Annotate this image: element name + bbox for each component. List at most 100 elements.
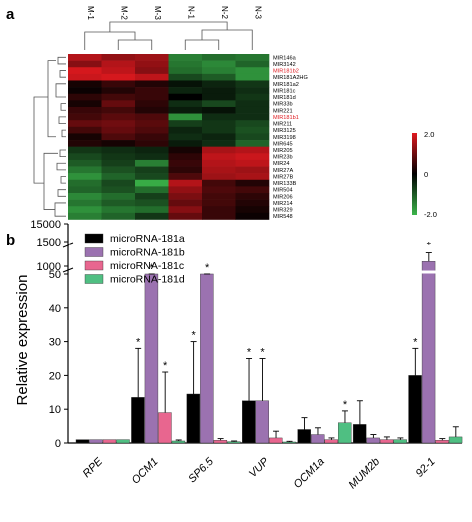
heatmap-cell [68, 54, 102, 61]
axis-break-band [69, 244, 463, 248]
heatmap-cell [135, 87, 169, 95]
significance-marker: * [191, 330, 196, 342]
heatmap-cell [235, 106, 270, 114]
heatmap-cell [235, 100, 270, 108]
x-category-label: SP6.5 [186, 455, 216, 485]
bar [421, 261, 436, 444]
heatmap-cell [135, 93, 169, 101]
bar [324, 439, 338, 444]
y-axis-title: Relative expression [14, 275, 31, 406]
heatmap-cell [135, 173, 169, 181]
heatmap-row-label: MIR181d [273, 95, 296, 101]
heatmap-cell [202, 179, 236, 187]
colorbar-max-label: 2.0 [424, 130, 434, 139]
heatmap-cell [202, 133, 236, 141]
heatmap-cell [235, 186, 270, 194]
heatmap-cell [235, 60, 270, 68]
axis-break-mark [62, 267, 74, 273]
heatmap-cell [235, 93, 270, 101]
x-category-label: 92-1 [414, 456, 438, 480]
legend-label: microRNA-181b [110, 247, 185, 259]
heatmap-cell [101, 67, 136, 75]
heatmap-cell [235, 159, 270, 167]
heatmap-cell [168, 166, 203, 174]
heatmap-cell [168, 67, 203, 75]
heatmap-row-label: MIR3142 [273, 62, 296, 68]
heatmap-cell [168, 120, 203, 128]
heatmap-row-label: MIR181b2 [273, 69, 299, 75]
heatmap-cell [135, 140, 169, 147]
heatmap-cell [68, 60, 102, 68]
heatmap-cell [135, 159, 169, 167]
heatmap-cell [68, 67, 102, 75]
heatmap-cell [135, 199, 169, 207]
heatmap-cell [168, 100, 203, 108]
heatmap-cell [68, 73, 102, 81]
bar [379, 439, 394, 444]
heatmap-cell [168, 113, 203, 121]
x-category-label: OCM1 [130, 456, 161, 487]
heatmap-cell [168, 87, 203, 95]
heatmap-cell [101, 159, 136, 167]
heatmap-cell [68, 100, 102, 108]
bar [213, 440, 228, 444]
heatmap-cell [101, 60, 136, 68]
heatmap-cell [235, 153, 270, 161]
heatmap-column-label: N-2 [220, 6, 229, 19]
bar [131, 397, 145, 444]
heatmap-cell [235, 133, 270, 141]
heatmap-cell [101, 153, 136, 161]
heatmap-cell [202, 106, 236, 114]
heatmap-row-label: MIR24 [273, 161, 289, 167]
bar [75, 439, 90, 444]
heatmap-cell [168, 133, 203, 141]
legend-swatch [84, 274, 104, 284]
heatmap-cell [101, 173, 136, 181]
heatmap-cell [135, 206, 169, 214]
heatmap-cell [101, 206, 136, 214]
row-dendrogram-link [60, 103, 66, 111]
heatmap-row-label: MIR181c [273, 88, 296, 94]
heatmap-cell [68, 186, 102, 194]
heatmap-cell [168, 179, 203, 187]
heatmap-cell [135, 133, 169, 141]
significance-marker: * [205, 262, 210, 274]
row-dendrogram-link [57, 56, 66, 65]
heatmap-cell [235, 166, 270, 174]
heatmap-cell [101, 179, 136, 187]
bar [269, 437, 283, 444]
heatmap-cell [101, 146, 136, 154]
heatmap-cell [235, 212, 270, 220]
heatmap-column-label: M-1 [86, 6, 95, 20]
heatmap-cell [168, 54, 203, 61]
heatmap-cell [202, 100, 236, 108]
bar [255, 400, 269, 444]
heatmap-row-label: MIR548 [273, 214, 293, 220]
bar [338, 422, 352, 444]
y-tick-label: 1500 [37, 237, 61, 249]
x-category-label: VUP [247, 455, 272, 480]
heatmap-cell [202, 120, 236, 128]
legend-swatch [84, 260, 104, 271]
heatmap-cell [101, 100, 136, 108]
heatmap-cell [202, 173, 236, 181]
heatmap-cell [235, 113, 270, 121]
heatmap-cell [101, 113, 136, 121]
heatmap-row-label: MIR206 [273, 194, 293, 200]
bar [102, 439, 117, 444]
heatmap-cell [168, 126, 203, 134]
heatmap-cell [168, 140, 203, 147]
heatmap-cell [135, 146, 169, 154]
y-tick-label: 20 [49, 370, 61, 382]
row-dendrogram-link [59, 149, 66, 158]
bar [408, 375, 422, 444]
heatmap-row-label: MIR3125 [273, 128, 296, 134]
heatmap-row-label: MIR181b1 [273, 115, 299, 121]
heatmap-cell [168, 193, 203, 200]
bar [366, 437, 380, 444]
heatmap-cell [101, 54, 136, 61]
x-category-label: RPE [81, 455, 106, 480]
heatmap-cell [135, 179, 169, 187]
legend-label: microRNA-181a [110, 233, 185, 245]
heatmap-row-label: MIR504 [273, 188, 293, 194]
